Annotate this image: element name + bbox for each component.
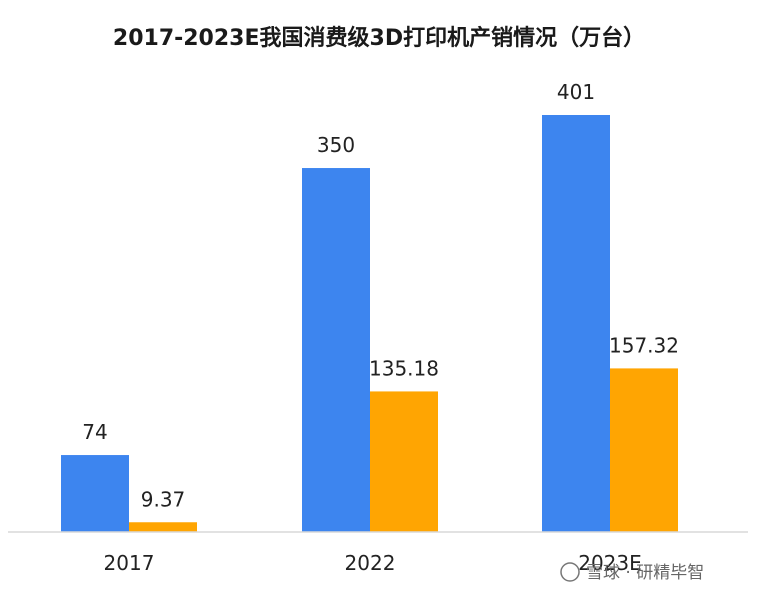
watermark: 雪球 · 研精毕智 xyxy=(560,562,704,583)
watermark-text: 雪球 · 研精毕智 xyxy=(586,563,704,583)
data-label-s2-2023E: 157.32 xyxy=(609,333,679,357)
bar-s1-2022 xyxy=(302,168,370,532)
data-label-s1-2017: 74 xyxy=(82,420,107,444)
bar-s2-2017 xyxy=(129,522,197,532)
bar-s2-2022 xyxy=(370,391,438,532)
data-label-s2-2022: 135.18 xyxy=(369,356,439,380)
x-ticks-group: 2017 2022 2023E xyxy=(104,551,642,575)
chart-title: 2017-2023E我国消费级3D打印机产销情况（万台） xyxy=(113,25,645,51)
x-tick-2023E: 2023E xyxy=(578,551,642,575)
x-tick-2017: 2017 xyxy=(104,551,155,575)
data-label-s1-2022: 350 xyxy=(317,133,355,157)
bar-s2-2023E xyxy=(610,368,678,532)
x-tick-2022: 2022 xyxy=(345,551,396,575)
bar-s1-2017 xyxy=(61,455,129,532)
watermark-logo-icon xyxy=(560,562,580,582)
data-label-s1-2023E: 401 xyxy=(557,80,595,104)
bar-s1-2023E xyxy=(542,115,610,532)
data-label-s2-2017: 9.37 xyxy=(141,487,186,511)
data-labels-group: 74 9.37 350 135.18 401 157.32 xyxy=(82,80,679,511)
bars-group xyxy=(61,115,678,532)
